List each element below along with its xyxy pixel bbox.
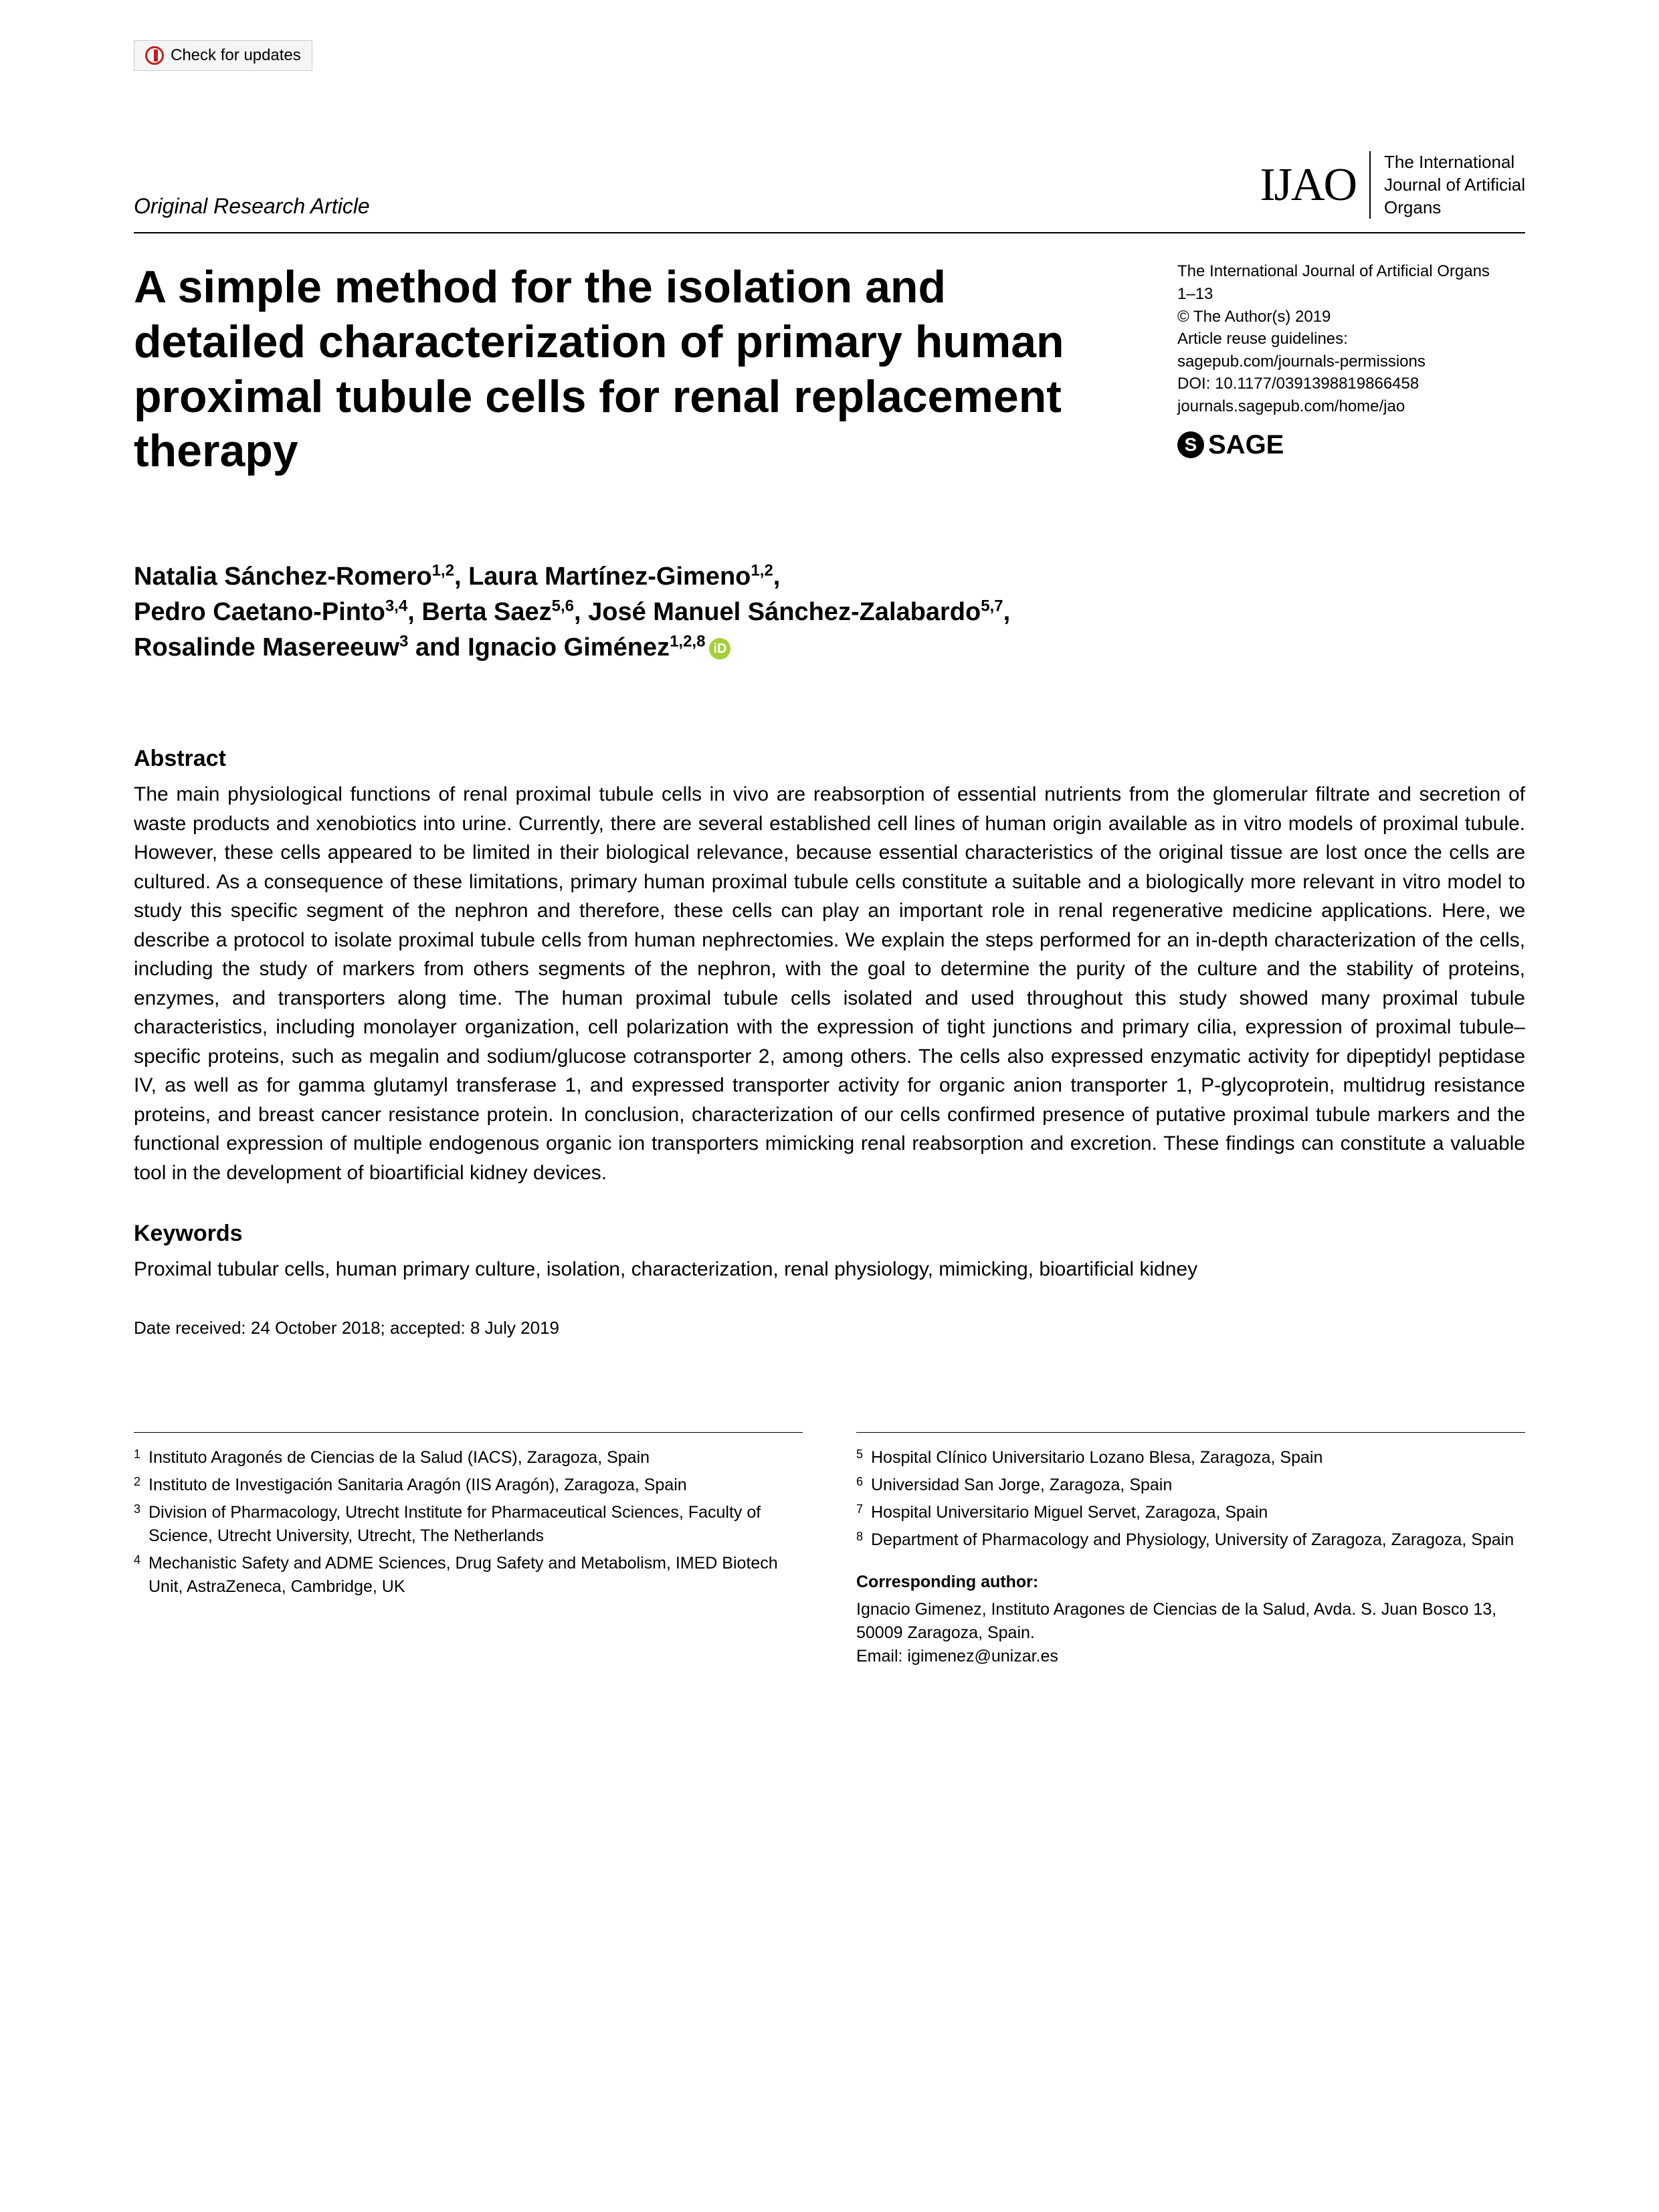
- author-sup: 5,6: [552, 597, 574, 615]
- journal-full-name: The International Journal of Artificial …: [1369, 151, 1525, 219]
- affiliation-item: 3Division of Pharmacology, Utrecht Insti…: [134, 1501, 803, 1548]
- author: Rosalinde Masereeuw: [134, 633, 399, 662]
- meta-doi[interactable]: DOI: 10.1177/0391398819866458: [1177, 373, 1525, 395]
- affil-col-left: 1Instituto Aragonés de Ciencias de la Sa…: [134, 1432, 803, 1668]
- affil-num: 6: [856, 1474, 866, 1497]
- affil-text: Department of Pharmacology and Physiolog…: [868, 1528, 1525, 1552]
- journal-line: The International: [1384, 151, 1525, 174]
- affil-text: Instituto Aragonés de Ciencias de la Sal…: [146, 1446, 803, 1470]
- affil-num: 7: [856, 1501, 866, 1524]
- affiliation-item: 5Hospital Clínico Universitario Lozano B…: [856, 1446, 1525, 1470]
- author: Laura Martínez-Gimeno: [468, 563, 751, 591]
- sage-label: SAGE: [1208, 426, 1284, 464]
- affil-num: 5: [856, 1446, 866, 1470]
- affiliation-item: 4Mechanistic Safety and ADME Sciences, D…: [134, 1552, 803, 1599]
- affiliation-item: 2Instituto de Investigación Sanitaria Ar…: [134, 1474, 803, 1497]
- keywords-text: Proximal tubular cells, human primary cu…: [134, 1255, 1525, 1284]
- authors-block: Natalia Sánchez-Romero1,2, Laura Martíne…: [134, 559, 1525, 666]
- article-title: A simple method for the isolation and de…: [134, 260, 1124, 478]
- meta-sidebar: The International Journal of Artificial …: [1177, 260, 1525, 478]
- meta-reuse: Article reuse guidelines:: [1177, 328, 1525, 350]
- affil-num: 4: [134, 1552, 143, 1599]
- author-sup: 1,2: [751, 561, 773, 579]
- affil-num: 3: [134, 1501, 143, 1548]
- author-sup: 1,2,8: [670, 632, 705, 650]
- sage-logo: S SAGE: [1177, 426, 1525, 464]
- header-row: Original Research Article IJAO The Inter…: [134, 151, 1525, 219]
- author: Natalia Sánchez-Romero: [134, 563, 432, 591]
- affil-num: 1: [134, 1446, 143, 1470]
- journal-line: Organs: [1384, 197, 1525, 219]
- affiliation-item: 6Universidad San Jorge, Zaragoza, Spain: [856, 1474, 1525, 1497]
- journal-line: Journal of Artificial: [1384, 174, 1525, 197]
- abstract-heading: Abstract: [134, 746, 1525, 772]
- affil-col-right: 5Hospital Clínico Universitario Lozano B…: [856, 1432, 1525, 1668]
- abstract-text: The main physiological functions of rena…: [134, 780, 1525, 1187]
- affil-text: Mechanistic Safety and ADME Sciences, Dr…: [146, 1552, 803, 1599]
- title-section: A simple method for the isolation and de…: [134, 260, 1525, 478]
- date-received: Date received: 24 October 2018; accepted…: [134, 1318, 1525, 1338]
- journal-logo: IJAO The International Journal of Artifi…: [1260, 151, 1525, 219]
- author: Pedro Caetano-Pinto: [134, 598, 385, 626]
- affiliation-item: 7Hospital Universitario Miguel Servet, Z…: [856, 1501, 1525, 1524]
- author-sup: 5,7: [981, 597, 1003, 615]
- author-sup: 1,2: [432, 561, 454, 579]
- corresponding-email[interactable]: Email: igimenez@unizar.es: [856, 1645, 1525, 1668]
- author-sup: 3,4: [385, 597, 407, 615]
- meta-journal: The International Journal of Artificial …: [1177, 260, 1525, 283]
- author-sup: 3: [399, 632, 408, 650]
- check-updates-label: Check for updates: [171, 46, 301, 65]
- meta-permissions-link[interactable]: sagepub.com/journals-permissions: [1177, 350, 1525, 373]
- orcid-icon[interactable]: iD: [709, 638, 730, 660]
- author: Ignacio Giménez: [468, 633, 670, 662]
- corresponding-address: Ignacio Gimenez, Instituto Aragones de C…: [856, 1598, 1525, 1645]
- affil-text: Hospital Universitario Miguel Servet, Za…: [868, 1501, 1525, 1524]
- affil-num: 2: [134, 1474, 143, 1497]
- affil-text: Division of Pharmacology, Utrecht Instit…: [146, 1501, 803, 1548]
- keywords-heading: Keywords: [134, 1221, 1525, 1247]
- meta-pages: 1–13: [1177, 283, 1525, 306]
- crossmark-icon: [145, 46, 164, 65]
- divider: [134, 232, 1525, 233]
- corresponding-heading: Corresponding author:: [856, 1571, 1525, 1594]
- sage-s-icon: S: [1177, 431, 1204, 458]
- check-updates-button[interactable]: Check for updates: [134, 40, 312, 71]
- affiliations: 1Instituto Aragonés de Ciencias de la Sa…: [134, 1432, 1525, 1668]
- journal-abbrev: IJAO: [1260, 159, 1356, 212]
- author: José Manuel Sánchez-Zalabardo: [588, 598, 981, 626]
- meta-copyright: © The Author(s) 2019: [1177, 306, 1525, 328]
- article-type: Original Research Article: [134, 194, 370, 219]
- affil-num: 8: [856, 1528, 866, 1552]
- affil-text: Hospital Clínico Universitario Lozano Bl…: [868, 1446, 1525, 1470]
- affil-text: Universidad San Jorge, Zaragoza, Spain: [868, 1474, 1525, 1497]
- author: Berta Saez: [421, 598, 551, 626]
- affil-text: Instituto de Investigación Sanitaria Ara…: [146, 1474, 803, 1497]
- meta-journal-link[interactable]: journals.sagepub.com/home/jao: [1177, 395, 1525, 418]
- affiliation-item: 1Instituto Aragonés de Ciencias de la Sa…: [134, 1446, 803, 1470]
- affiliation-item: 8Department of Pharmacology and Physiolo…: [856, 1528, 1525, 1552]
